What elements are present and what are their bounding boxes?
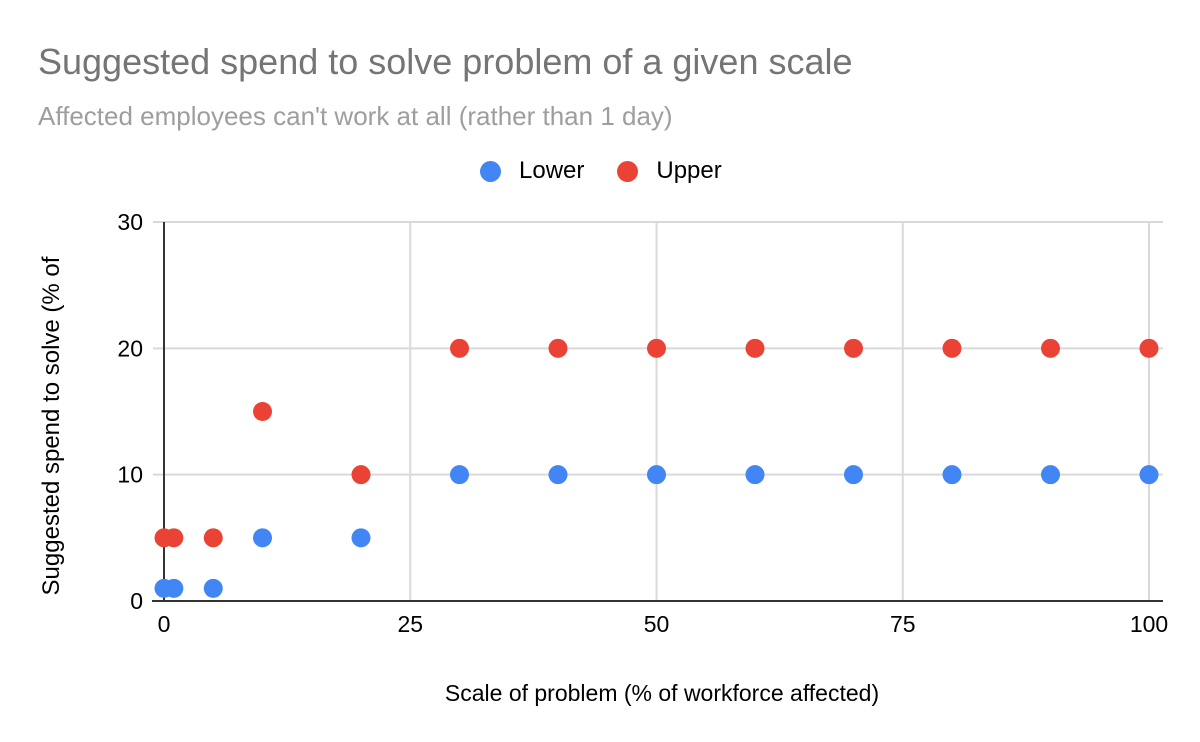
data-point-lower[interactable] xyxy=(203,578,223,598)
data-point-upper[interactable] xyxy=(351,465,371,485)
data-point-upper[interactable] xyxy=(647,338,666,358)
legend-dot-lower-icon xyxy=(480,160,501,182)
x-tick-label: 25 xyxy=(397,611,423,637)
data-point-lower[interactable] xyxy=(745,465,765,485)
legend-dot-upper-icon xyxy=(617,160,639,182)
data-point-upper[interactable] xyxy=(1041,338,1060,358)
data-point-lower[interactable] xyxy=(548,465,568,485)
data-point-lower[interactable] xyxy=(647,465,666,485)
y-tick-label: 20 xyxy=(117,335,143,361)
data-point-upper[interactable] xyxy=(450,338,469,358)
data-point-upper[interactable] xyxy=(1139,338,1159,358)
data-point-lower[interactable] xyxy=(450,465,469,485)
data-point-lower[interactable] xyxy=(1139,465,1159,485)
legend-label-lower: Lower xyxy=(519,157,585,184)
data-point-upper[interactable] xyxy=(253,402,272,421)
data-point-upper[interactable] xyxy=(548,338,568,358)
data-point-upper[interactable] xyxy=(164,528,184,548)
x-tick-label: 0 xyxy=(158,611,171,637)
y-tick-label: 30 xyxy=(117,209,143,235)
x-tick-label: 100 xyxy=(1130,611,1168,637)
chart-subtitle: Affected employees can't work at all (ra… xyxy=(38,101,673,131)
data-point-upper[interactable] xyxy=(745,338,765,358)
data-point-lower[interactable] xyxy=(942,465,962,485)
data-point-upper[interactable] xyxy=(203,528,223,548)
y-tick-label: 10 xyxy=(117,462,143,488)
chart-title: Suggested spend to solve problem of a gi… xyxy=(38,41,853,82)
x-tick-label: 75 xyxy=(890,611,916,637)
x-axis-title: Scale of problem (% of workforce affecte… xyxy=(444,680,880,706)
data-point-upper[interactable] xyxy=(942,338,962,358)
data-point-lower[interactable] xyxy=(1041,465,1060,485)
y-tick-label: 0 xyxy=(130,588,143,614)
data-point-lower[interactable] xyxy=(844,465,863,485)
legend-item-lower[interactable]: Lower xyxy=(480,159,584,183)
data-point-lower[interactable] xyxy=(351,528,371,548)
data-point-upper[interactable] xyxy=(844,338,863,358)
x-tick-label: 50 xyxy=(644,611,670,637)
data-point-lower[interactable] xyxy=(253,528,272,548)
data-point-lower[interactable] xyxy=(164,578,184,598)
legend-label-upper: Upper xyxy=(656,157,722,184)
legend-item-upper[interactable]: Upper xyxy=(617,157,722,184)
chart-legend: Lower Upper xyxy=(480,159,722,183)
